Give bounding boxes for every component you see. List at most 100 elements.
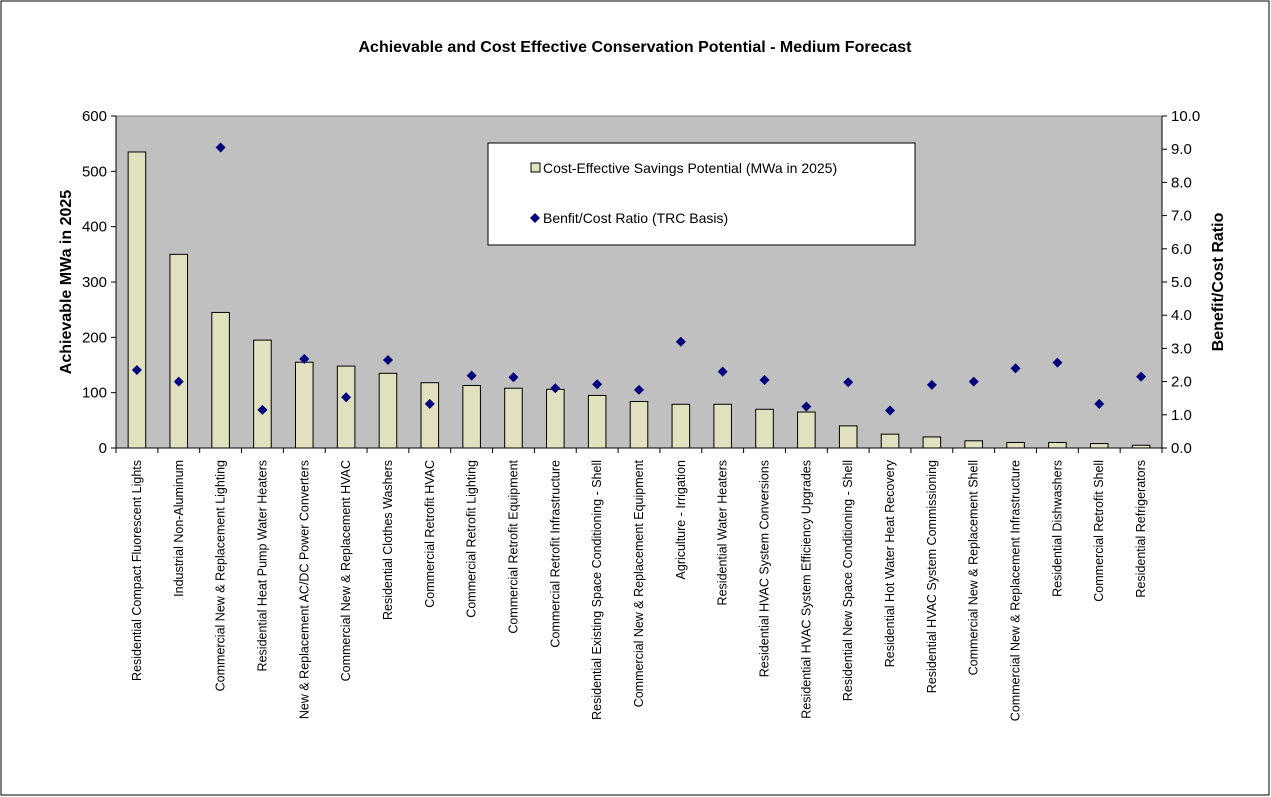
ratio-marker <box>801 401 812 412</box>
y2-tick-label: 1.0 <box>1171 407 1192 424</box>
chart-title: Achievable and Cost Effective Conservati… <box>358 39 912 56</box>
legend-label-savings: Cost-Effective Savings Potential (MWa in… <box>543 160 837 176</box>
x-category-label: Commercial New & Replacement Infrastruct… <box>1009 460 1023 721</box>
ratio-marker <box>341 392 352 403</box>
y2-tick-label: 6.0 <box>1171 241 1192 258</box>
y2-tick-label: 4.0 <box>1171 307 1192 324</box>
x-category-label: Commercial Retrofit Shell <box>1092 460 1106 602</box>
y-tick-label: 200 <box>82 329 107 346</box>
bar <box>797 411 816 449</box>
x-category-label: Residential Clothes Washers <box>381 460 395 620</box>
x-category-label: Commercial New & Replacement HVAC <box>339 460 353 681</box>
x-category-label: Residential Existing Space Conditioning … <box>590 460 604 720</box>
bar <box>294 361 314 449</box>
x-category-label: Residential HVAC System Conversions <box>758 460 772 677</box>
bar <box>504 387 523 449</box>
ratio-marker <box>550 383 561 394</box>
x-category-label: Industrial Non-Aluminum <box>172 460 186 597</box>
x-category-label: Commercial New & Replacement Lighting <box>214 460 228 691</box>
y2-tick-label: 3.0 <box>1171 340 1192 357</box>
bar <box>336 365 356 449</box>
x-category-label: Residential New Space Conditioning - She… <box>841 460 855 701</box>
ratio-marker <box>382 355 393 366</box>
ratio-marker <box>926 379 937 390</box>
bar <box>169 253 189 449</box>
bar <box>211 311 230 449</box>
x-category-label: Residential Compact Fluorescent Lights <box>130 460 144 681</box>
ratio-marker <box>1010 363 1021 374</box>
x-category-label: Residential Hot Water Heat Recovery <box>883 459 897 667</box>
y-tick-label: 400 <box>82 219 107 236</box>
bar <box>964 440 984 449</box>
y2-tick-label: 7.0 <box>1171 208 1192 225</box>
ratio-marker <box>131 364 142 375</box>
y-axis-title: Achievable MWa in 2025 <box>58 190 75 374</box>
y2-axis-title: Benefit/Cost Ratio <box>1210 212 1227 351</box>
legend-label-ratio: Benfit/Cost Ratio (TRC Basis) <box>543 210 728 226</box>
y2-tick-label: 2.0 <box>1171 374 1192 391</box>
x-category-label: Residential Heat Pump Water Heaters <box>255 460 269 671</box>
bar <box>880 433 900 449</box>
x-category-label: New & Replacement AC/DC Power Converters <box>297 460 311 719</box>
x-category-label: Residential Refrigerators <box>1134 460 1148 598</box>
bar <box>713 403 732 449</box>
y2-tick-label: 9.0 <box>1171 141 1192 158</box>
ratio-marker <box>424 398 435 409</box>
x-category-label: Commercial Retrofit HVAC <box>423 460 437 608</box>
bar <box>462 384 481 449</box>
y2-tick-label: 0.0 <box>1171 440 1192 457</box>
bar <box>253 339 272 449</box>
legend-bar-swatch <box>530 162 541 173</box>
x-category-label: Residential Water Heaters <box>716 460 730 605</box>
bar <box>420 382 440 449</box>
ratio-marker <box>466 370 477 381</box>
x-category-label: Commercial New & Replacement Equipment <box>632 459 646 707</box>
bar <box>1048 441 1067 449</box>
x-category-label: Commercial New & Replacement Shell <box>967 460 981 675</box>
y2-tick-label: 10.0 <box>1171 108 1200 125</box>
ratio-marker <box>173 376 184 387</box>
ratio-marker <box>885 405 896 416</box>
x-category-label: Commercial Retrofit Infrastructure <box>548 460 562 648</box>
x-category-label: Residential HVAC System Commissioning <box>925 460 939 693</box>
ratio-marker <box>1052 357 1063 368</box>
legend-box <box>487 142 916 246</box>
ratio-marker <box>1136 371 1147 382</box>
ratio-marker <box>675 336 686 347</box>
ratio-marker <box>215 142 226 153</box>
x-category-label: Residential Dishwashers <box>1050 460 1064 597</box>
bar <box>1089 443 1109 449</box>
ratio-marker <box>257 404 268 415</box>
ratio-marker <box>843 377 854 388</box>
bar <box>838 425 858 449</box>
legend: Cost-Effective Savings Potential (MWa in… <box>487 142 916 246</box>
ratio-marker <box>634 384 644 395</box>
bar <box>671 403 691 449</box>
ratio-marker <box>508 372 519 383</box>
x-category-label: Agriculture - Irrigation <box>674 460 688 580</box>
ratio-marker <box>968 376 979 387</box>
y2-tick-label: 5.0 <box>1171 274 1192 291</box>
bar <box>1006 441 1025 449</box>
ratio-marker <box>759 374 770 385</box>
y2-tick-label: 8.0 <box>1171 174 1192 191</box>
y-tick-label: 500 <box>82 163 107 180</box>
ratio-marker <box>717 366 728 377</box>
y-tick-label: 100 <box>82 385 107 402</box>
y-tick-label: 0 <box>99 440 107 457</box>
bar <box>922 436 942 449</box>
bar <box>755 408 774 449</box>
ratio-marker <box>592 379 603 390</box>
ratio-marker <box>1094 398 1105 409</box>
bar <box>127 151 147 449</box>
bar <box>378 372 398 449</box>
y-tick-label: 600 <box>82 108 107 125</box>
bar <box>629 401 649 449</box>
x-category-label: Commercial Retrofit Lighting <box>465 460 479 618</box>
bar <box>587 394 607 449</box>
x-category-label: Residential HVAC System Efficiency Upgra… <box>799 460 813 719</box>
x-category-label: Commercial Retrofit Equipment <box>506 459 520 633</box>
ratio-marker <box>299 354 310 365</box>
